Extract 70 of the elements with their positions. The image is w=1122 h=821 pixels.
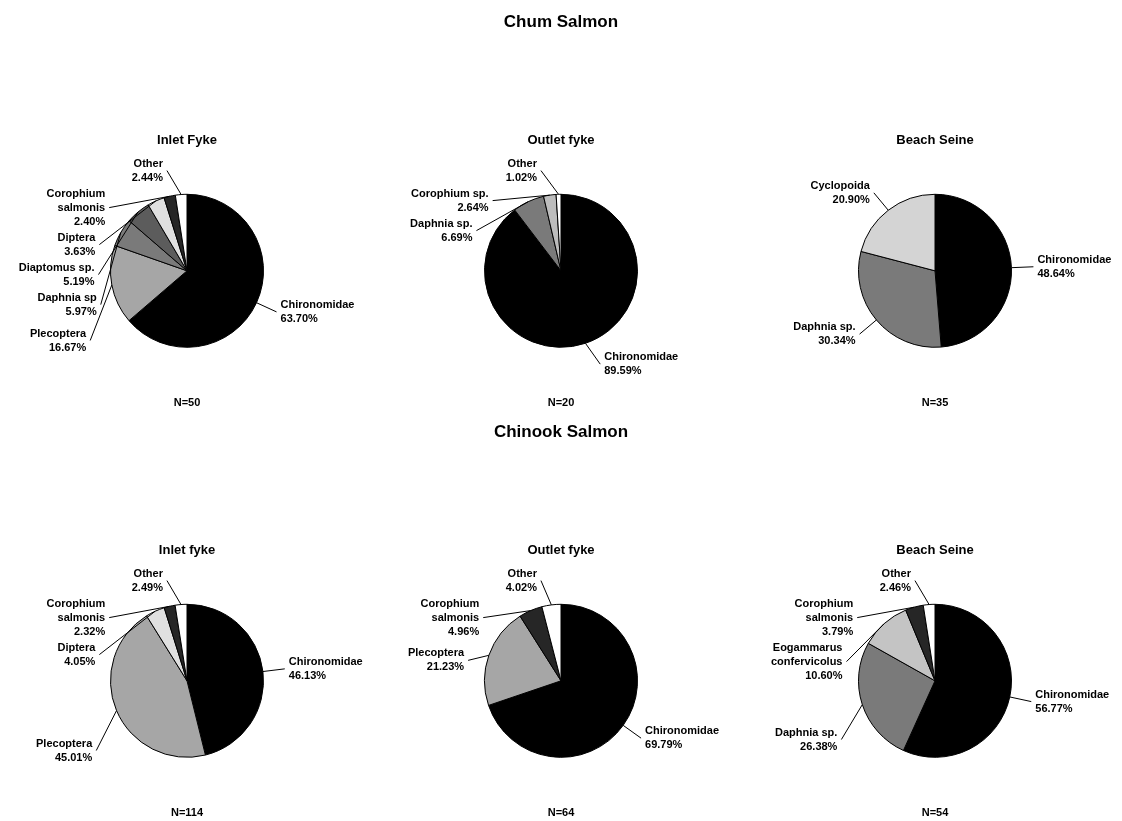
slice-label: Other bbox=[133, 156, 164, 169]
slice-label: Diptera bbox=[57, 230, 97, 243]
data-label: 3.63% bbox=[64, 244, 96, 257]
slice-label: Chironomidae bbox=[280, 297, 355, 310]
chart-title: Inlet Fyke bbox=[157, 132, 217, 148]
data-label: 10.60% bbox=[805, 668, 843, 681]
data-label: 4.96% bbox=[448, 624, 480, 637]
text: N=64 bbox=[547, 805, 576, 818]
text: N=20 bbox=[547, 395, 575, 408]
slice-label: Daphnia sp. bbox=[775, 725, 838, 738]
data-label: 2.40% bbox=[74, 214, 106, 227]
data-label: 3.79% bbox=[822, 624, 854, 637]
slice-label: Corophium salmonis bbox=[46, 596, 106, 623]
slice-label: Corophium sp. bbox=[411, 186, 489, 199]
data-label: 2.46% bbox=[879, 580, 912, 593]
slice-label: Other bbox=[881, 566, 912, 579]
slice-label: Plecoptera bbox=[36, 736, 94, 749]
data-label: 6.69% bbox=[441, 230, 473, 243]
chart-title: Beach Seine bbox=[896, 542, 974, 558]
text: N=54 bbox=[921, 805, 950, 818]
data-label: 21.23% bbox=[426, 660, 465, 673]
slice-label: Diptera bbox=[57, 640, 97, 653]
data-label: 2.44% bbox=[131, 170, 164, 183]
data-label: 56.77% bbox=[1035, 701, 1073, 714]
text: N=114 bbox=[170, 805, 204, 818]
text: N=35 bbox=[921, 395, 949, 408]
data-label: 63.70% bbox=[280, 311, 319, 324]
data-label: 2.32% bbox=[74, 624, 106, 637]
slice-label: Corophium salmonis bbox=[46, 186, 106, 213]
slice-label: Chironomidae bbox=[1037, 252, 1112, 265]
data-label: 1.02% bbox=[505, 170, 538, 183]
data-label: 69.79% bbox=[645, 738, 683, 751]
slice-label: Plecoptera bbox=[407, 646, 465, 659]
data-label: 2.49% bbox=[131, 580, 164, 593]
chart-title: Outlet fyke bbox=[527, 542, 595, 558]
chart-subtitle: Chinook Salmon bbox=[492, 421, 630, 443]
slice-label: Other bbox=[133, 566, 164, 579]
chart-title: Outlet fyke bbox=[527, 132, 595, 148]
chart-title: Beach Seine bbox=[896, 132, 974, 148]
text: N=50 bbox=[173, 395, 201, 408]
data-label: 46.13% bbox=[288, 668, 327, 681]
slice-label: Chironomidae bbox=[288, 654, 363, 667]
data-label: 4.05% bbox=[64, 654, 96, 667]
data-label: 30.34% bbox=[818, 334, 856, 347]
data-label: 16.67% bbox=[48, 340, 87, 353]
data-label: 45.01% bbox=[54, 750, 93, 763]
slice-label: Corophium salmonis bbox=[794, 596, 854, 623]
slice-label: Plecoptera bbox=[29, 326, 88, 339]
slice-label: Other bbox=[507, 566, 538, 579]
data-label: 5.19% bbox=[63, 274, 95, 287]
slice-label: Cyclopoida bbox=[810, 178, 871, 191]
chart-subtitle: Chum Salmon bbox=[502, 11, 620, 33]
slice-label: Chironomidae bbox=[604, 350, 679, 363]
slice-label: Daphnia sp bbox=[37, 290, 98, 303]
slice-label: Other bbox=[507, 156, 538, 169]
data-label: 89.59% bbox=[604, 364, 642, 377]
data-label: 5.97% bbox=[65, 304, 97, 317]
slice-label: Chironomidae bbox=[645, 724, 720, 737]
slice-label: Daphnia sp. bbox=[793, 320, 856, 333]
slice-label: Diaptomus sp. bbox=[18, 260, 95, 273]
data-label: 20.90% bbox=[832, 192, 871, 205]
data-label: 2.64% bbox=[457, 200, 489, 213]
chart-title: Inlet fyke bbox=[158, 542, 216, 558]
data-label: 48.64% bbox=[1037, 266, 1075, 279]
slice-label: Daphnia sp. bbox=[410, 216, 473, 229]
slice-label: Chironomidae bbox=[1035, 687, 1110, 700]
data-label: 26.38% bbox=[800, 739, 838, 752]
slice-label: Corophium salmonis bbox=[420, 596, 480, 623]
data-label: 4.02% bbox=[505, 580, 538, 593]
slice-label: Eogammarus confervicolus bbox=[770, 640, 843, 667]
